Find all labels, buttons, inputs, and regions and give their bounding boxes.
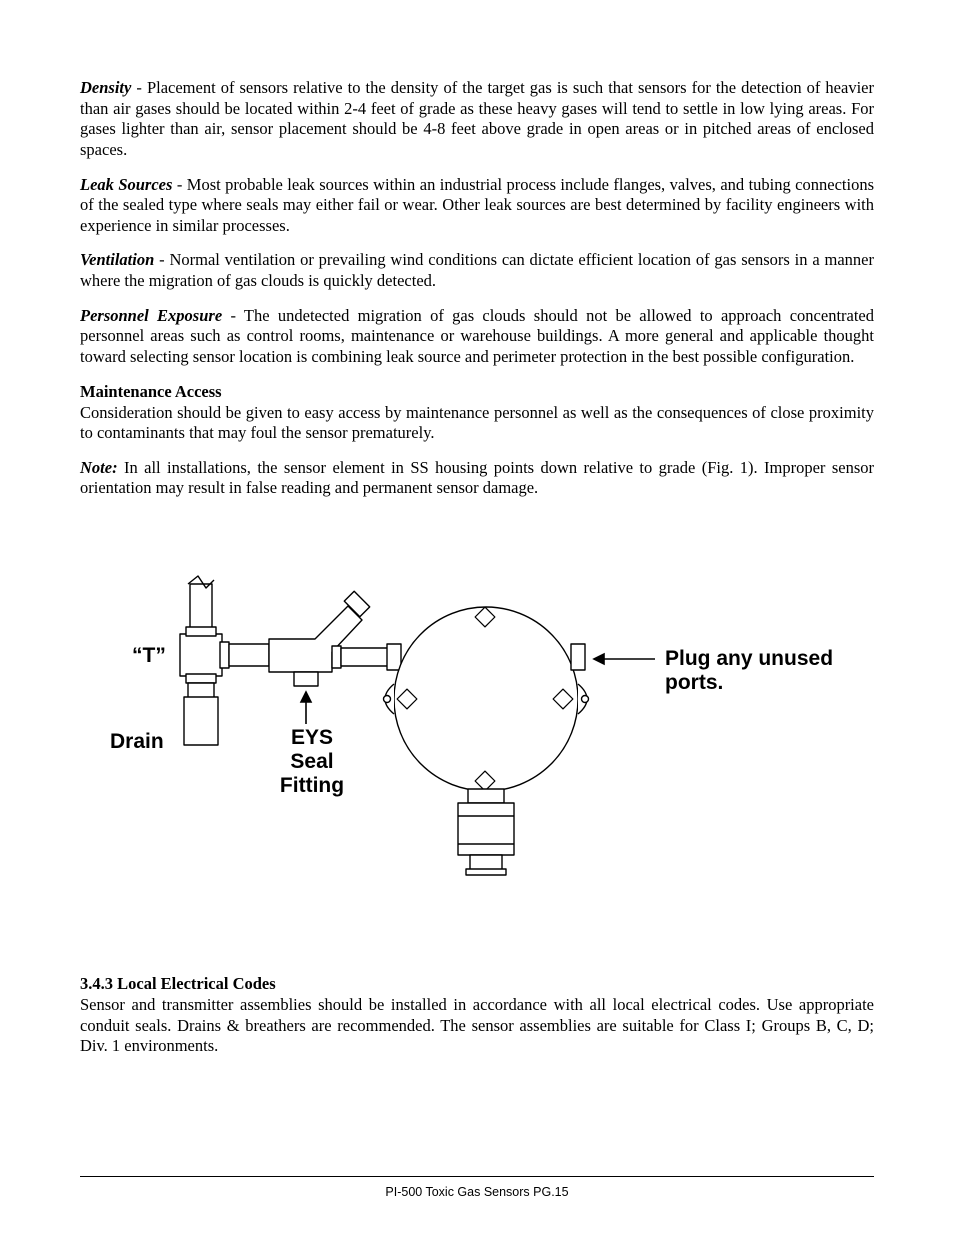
note-paragraph: Note: In all installations, the sensor e… [80,458,874,499]
maintenance-text: Consideration should be given to easy ac… [80,403,874,444]
note-label: Note: [80,458,118,477]
leak-label: Leak Sources [80,175,172,194]
personnel-label: Personnel Exposure [80,306,222,325]
drain-label: Drain [110,730,164,754]
eys-line3: Fitting [280,774,344,797]
eys-line1: EYS [291,726,333,749]
leak-paragraph: Leak Sources - Most probable leak source… [80,175,874,237]
section-3-4-3-heading: 3.4.3 Local Electrical Codes [80,974,874,994]
density-text: - Placement of sensors relative to the d… [80,78,874,159]
plug-label: Plug any unused ports. [665,647,874,695]
personnel-paragraph: Personnel Exposure - The undetected migr… [80,306,874,368]
note-text: In all installations, the sensor element… [80,458,874,498]
footer-rule [80,1176,874,1177]
sensor-diagram: “T” Drain EYS Seal Fitting Plug any unus… [80,554,874,934]
density-label: Density [80,78,131,97]
eys-line2: Seal [290,750,333,773]
section-3-4-3-text: Sensor and transmitter assemblies should… [80,995,874,1057]
sensor-diagram-svg [80,554,880,934]
t-label: “T” [132,644,166,668]
density-paragraph: Density - Placement of sensors relative … [80,78,874,161]
ventilation-paragraph: Ventilation - Normal ventilation or prev… [80,250,874,291]
vent-text: - Normal ventilation or prevailing wind … [80,250,874,290]
vent-label: Ventilation [80,250,154,269]
footer-text: PI-500 Toxic Gas Sensors PG.15 [0,1185,954,1199]
leak-text: - Most probable leak sources within an i… [80,175,874,235]
maintenance-heading: Maintenance Access [80,382,874,402]
